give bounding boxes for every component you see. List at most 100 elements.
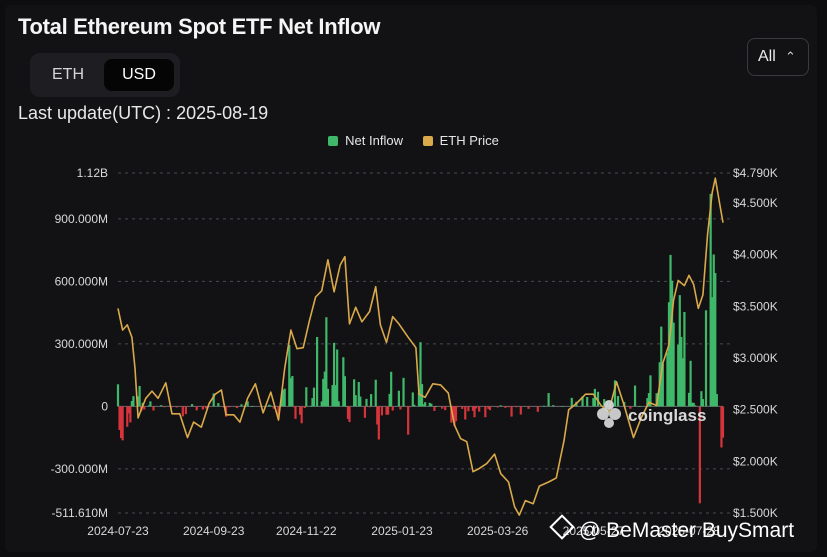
inflow-bar (374, 379, 377, 407)
inflow-bar (689, 360, 692, 407)
inflow-bar (411, 392, 414, 407)
x-tick-label: 2024-11-22 (276, 524, 337, 538)
inflow-bar (320, 401, 323, 407)
inflow-bar (311, 398, 314, 407)
inflow-bar (441, 406, 444, 409)
inflow-bar (478, 406, 481, 412)
credit-overlay: @ BeMaster BuySmart (549, 514, 794, 543)
x-tick-label: 2024-09-23 (183, 524, 245, 538)
inflow-bar (616, 395, 620, 407)
legend-item-eth-price[interactable]: ETH Price (422, 133, 499, 148)
inflow-bar (325, 317, 328, 407)
inflow-bar (700, 391, 703, 407)
legend-swatch-eth-price (422, 136, 433, 146)
inflow-bar (704, 310, 708, 407)
inflow-bar (348, 406, 351, 423)
unit-usd-button[interactable]: USD (104, 59, 174, 91)
inflow-bar (456, 406, 459, 408)
inflow-bar (596, 391, 600, 407)
inflow-bar (152, 406, 155, 411)
watermark-logo-dot-right (609, 408, 621, 420)
inflow-bar (346, 406, 350, 419)
inflow-bar (720, 406, 723, 448)
inflow-bar (633, 385, 637, 407)
inflow-bar (471, 406, 475, 411)
inflow-bar (712, 254, 715, 407)
inflow-bar (552, 405, 555, 407)
inflow-bar (170, 406, 174, 408)
inflow-bar (283, 388, 286, 407)
inflow-bar (397, 390, 400, 407)
inflow-bar (413, 404, 416, 407)
inflow-bar (357, 382, 360, 407)
eth-price-line (117, 177, 724, 516)
inflow-bar (603, 399, 606, 407)
inflow-bar (143, 406, 146, 410)
inflow-bar (312, 387, 316, 407)
y-right-tick-label: $3.000K (733, 351, 778, 365)
inflow-bar (127, 406, 130, 414)
inflow-bar (377, 406, 380, 440)
legend-item-net-inflow[interactable]: Net Inflow (328, 133, 403, 148)
inflow-bar (681, 358, 684, 407)
y-right-tick-label: $2.500K (733, 403, 778, 417)
inflow-bar (269, 405, 272, 407)
last-update: Last update(UTC) : 2025-08-19 (18, 103, 269, 123)
inflow-bar (691, 402, 694, 407)
inflow-bar (195, 406, 198, 411)
y-left-tick-label: -511.610M (52, 506, 108, 520)
inflow-bar (354, 395, 357, 407)
watermark-logo-dot-left (597, 408, 609, 420)
inflow-bar (212, 393, 215, 407)
inflow-bar (343, 376, 346, 407)
y-left-tick-label: 300.000M (55, 337, 108, 351)
inflow-bar (331, 385, 334, 407)
range-select-value: All (758, 48, 776, 65)
inflow-bar (251, 405, 254, 407)
inflow-bar (499, 405, 502, 407)
inflow-bar (292, 406, 296, 408)
inflow-bar (228, 406, 231, 408)
inflow-bar (515, 406, 518, 408)
inflow-bar (399, 406, 402, 410)
inflow-bar (629, 406, 632, 409)
inflow-bar (527, 406, 530, 409)
inflow-bar (657, 396, 660, 407)
inflow-bar (649, 375, 652, 407)
inflow-bar (181, 406, 184, 417)
inflow-bar (547, 393, 550, 407)
inflow-bar (315, 336, 319, 407)
inflow-bar (138, 385, 141, 407)
inflow-bar (613, 380, 617, 407)
page-title: Total Ethereum Spot ETF Net Inflow (18, 14, 381, 39)
inflow-bar (345, 405, 348, 407)
inflow-bar (487, 406, 490, 409)
inflow-bar (638, 405, 641, 407)
y-left-tick-label: 600.000M (55, 274, 108, 288)
inflow-bar (474, 406, 478, 409)
inflow-bar (408, 406, 411, 408)
coinglass-watermark: coinglass (597, 400, 706, 428)
range-select[interactable]: All ⌃ (747, 38, 809, 76)
inflow-bar (353, 379, 356, 407)
inflow-bar (116, 384, 120, 407)
inflow-bar (701, 399, 705, 407)
inflow-bar (510, 406, 513, 417)
inflow-bar (451, 406, 455, 417)
inflow-bar (363, 406, 367, 418)
x-tick-label: 2025-03-26 (467, 524, 529, 538)
inflow-bar (240, 404, 243, 407)
inflow-bar (359, 396, 362, 407)
inflow-bar (488, 406, 492, 411)
inflow-bar (586, 397, 589, 407)
inflow-bar (542, 405, 546, 407)
inflow-bar (121, 406, 124, 441)
inflow-bar (683, 311, 686, 407)
inflow-bar (386, 406, 390, 415)
inflow-bar (288, 344, 291, 407)
unit-eth-button[interactable]: ETH (52, 66, 84, 83)
inflow-bar (175, 406, 178, 408)
y-left-tick-label: 1.12B (77, 166, 108, 180)
y-right-tick-label: $4.000K (733, 248, 778, 262)
inflow-bar (322, 378, 325, 407)
